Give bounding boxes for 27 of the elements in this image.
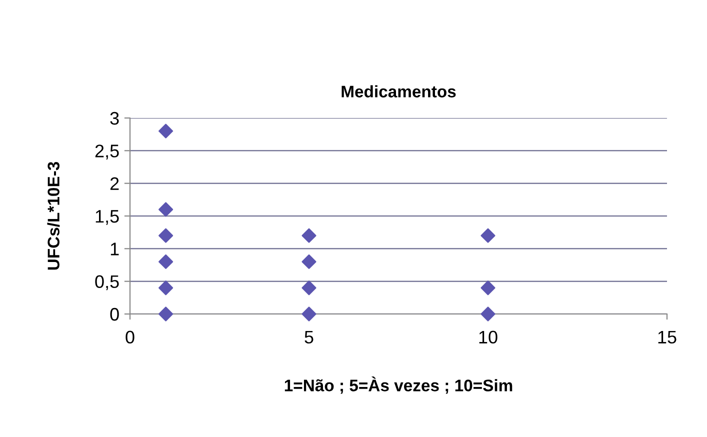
point bbox=[302, 254, 316, 270]
point bbox=[302, 228, 316, 243]
point bbox=[158, 124, 174, 138]
y-tick-label: 1,5 bbox=[96, 210, 119, 225]
point bbox=[302, 280, 316, 296]
point bbox=[480, 306, 496, 322]
point bbox=[480, 228, 496, 243]
y-tick-label: 2 bbox=[110, 177, 119, 190]
y-tick-label: 0 bbox=[110, 308, 119, 321]
point bbox=[158, 202, 174, 217]
point bbox=[158, 254, 174, 270]
x-tick-label: 15 bbox=[658, 330, 676, 344]
x-tick-label: 5 bbox=[304, 330, 314, 344]
x-tick-label: 10 bbox=[479, 330, 498, 344]
chart-title: Medicamentos bbox=[342, 85, 456, 98]
y-axis-title: UFCs/L*10E-3 bbox=[47, 162, 60, 270]
y-tick-label: 0,5 bbox=[95, 275, 119, 290]
point bbox=[158, 306, 174, 322]
point bbox=[480, 280, 496, 296]
y-tick-label: 3 bbox=[110, 112, 119, 125]
point bbox=[158, 228, 174, 243]
y-tick-label: 1 bbox=[110, 242, 119, 256]
point bbox=[158, 280, 174, 296]
point bbox=[302, 306, 316, 322]
x-axis-title: 1=Não ; 5=Às vezes ; 10=Sim bbox=[284, 376, 512, 394]
y-tick-label: 2,5 bbox=[95, 144, 119, 160]
x-tick-label: 0 bbox=[126, 330, 134, 344]
